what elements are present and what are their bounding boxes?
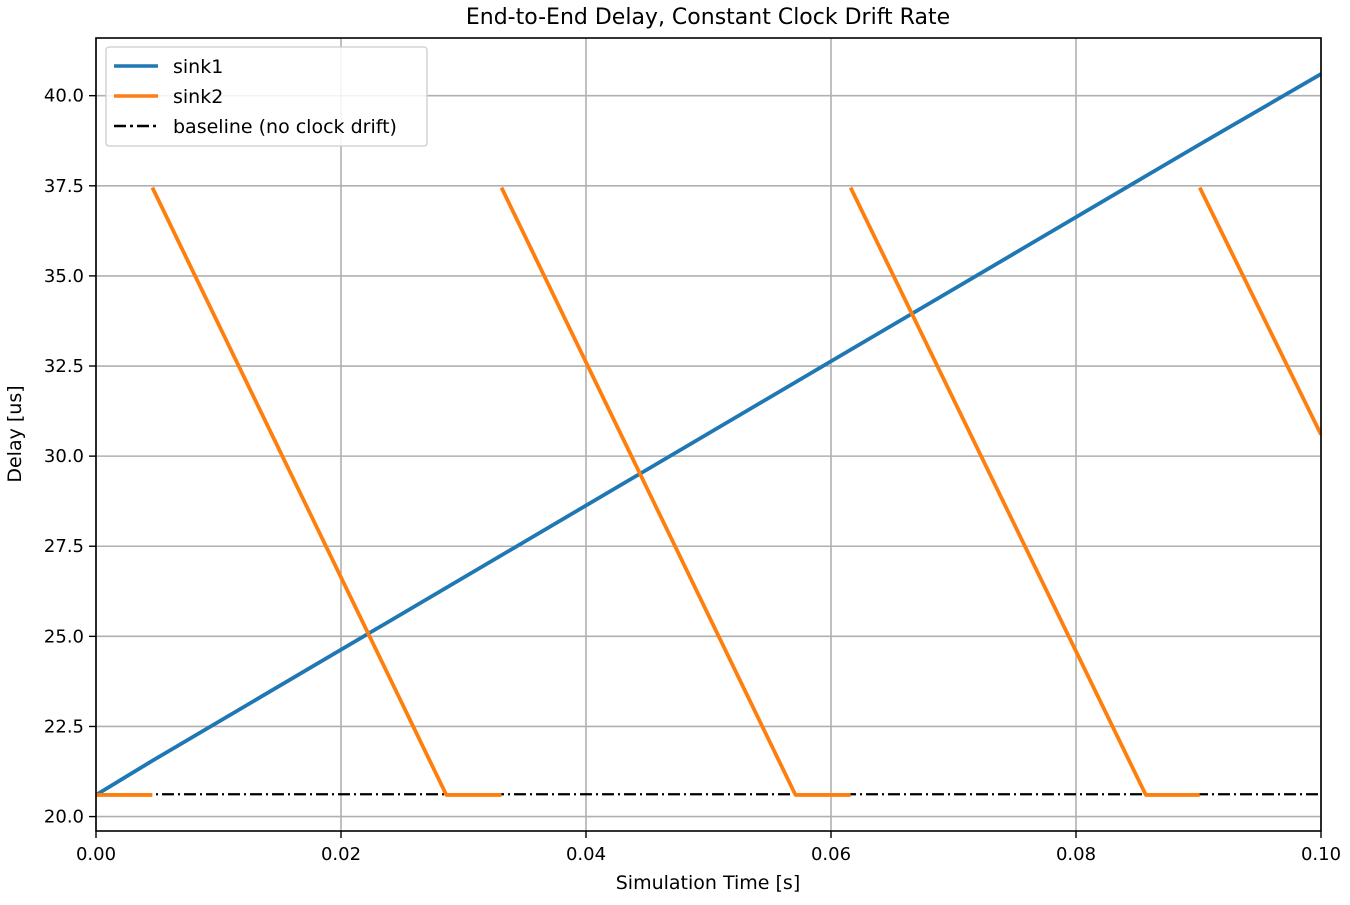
series-sink2-line [499, 186, 851, 797]
series-sink2-line [848, 186, 1200, 797]
series-sink2-line [1198, 186, 1321, 436]
series-sink2-line [150, 186, 502, 797]
x-axis-title: Simulation Time [s] [616, 872, 801, 894]
x-tick-label: 0.08 [1056, 844, 1096, 865]
x-tick-label: 0.04 [566, 844, 606, 865]
series-sink1-line [96, 72, 1321, 797]
y-tick-label: 25.0 [44, 626, 84, 647]
x-tick-label: 0.00 [76, 844, 116, 865]
y-tick-label: 27.5 [44, 536, 84, 557]
y-tick-label: 20.0 [44, 807, 84, 828]
legend-label: baseline (no clock drift) [173, 116, 397, 138]
x-axis-ticks: 0.00 0.02 0.04 0.06 0.08 0.10 [76, 831, 1341, 865]
y-tick-label: 40.0 [44, 86, 84, 107]
legend-box [105, 46, 428, 147]
chart-title: End-to-End Delay, Constant Clock Drift R… [466, 5, 950, 30]
y-tick-label: 32.5 [44, 356, 84, 377]
x-tick-label: 0.10 [1301, 844, 1341, 865]
series-layer [96, 72, 1321, 797]
plot-frame [95, 37, 1322, 832]
y-tick-label: 30.0 [44, 446, 84, 467]
y-tick-label: 22.5 [44, 716, 84, 737]
legend: sink1 sink2 baseline (no clock drift) [105, 46, 428, 147]
y-axis-title: Delay [us] [4, 385, 26, 482]
y-tick-label: 37.5 [44, 176, 84, 197]
x-tick-label: 0.02 [321, 844, 361, 865]
y-axis-ticks: 20.0 22.5 25.0 27.5 30.0 32.5 35.0 37.5 40.0 [44, 86, 96, 828]
y-tick-label: 35.0 [44, 266, 84, 287]
x-tick-label: 0.06 [811, 844, 851, 865]
legend-label: sink1 [173, 56, 223, 78]
legend-label: sink2 [173, 86, 223, 108]
